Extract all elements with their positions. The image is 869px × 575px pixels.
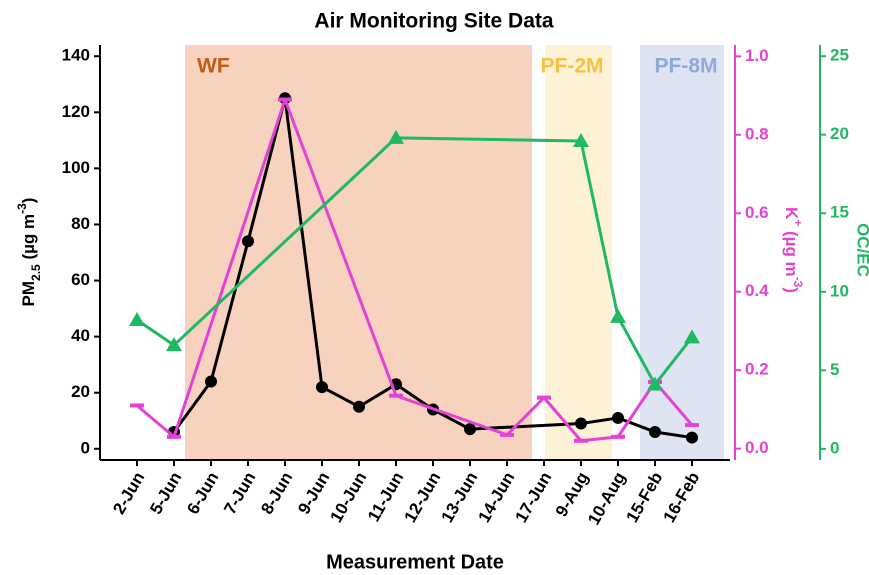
series-segment: [172, 99, 287, 438]
y3-axis-label: OC/EC: [854, 223, 869, 277]
marker: [464, 423, 476, 436]
x-tick-label: 9-Jun: [294, 469, 333, 518]
marker: [242, 235, 254, 248]
x-tick-label: 5-Jun: [146, 469, 185, 518]
series-segment: [321, 385, 360, 409]
marker: [573, 132, 589, 147]
y2ticks-label: 1.0: [745, 46, 769, 65]
x-tick-label: 17-Jun: [511, 469, 555, 526]
series-segment: [283, 98, 398, 397]
y2ticks-label: 0.0: [745, 438, 769, 457]
marker: [167, 434, 181, 439]
yticks-label: 0: [81, 438, 90, 457]
marker: [166, 337, 182, 352]
marker: [649, 425, 661, 438]
y2_label_parts: K+ (µg m-3): [782, 207, 805, 293]
marker: [129, 312, 145, 327]
x-tick-label: 10-Jun: [326, 469, 370, 526]
series-segment: [209, 240, 250, 382]
y2_label_parts-part: ): [782, 287, 801, 293]
series-segment: [172, 136, 398, 347]
x-tick-label: 7-Jun: [220, 469, 259, 518]
marker: [647, 376, 663, 391]
marker: [205, 375, 217, 388]
marker: [685, 423, 699, 428]
y_label_parts-part: (µg m: [19, 214, 38, 264]
y2_label_parts-part: -3: [791, 277, 805, 288]
y2ticks-label: 0.4: [745, 281, 769, 300]
y_label_parts-part: ): [19, 198, 38, 204]
marker: [278, 97, 292, 102]
region-label: PF-2M: [541, 55, 604, 78]
region-label: WF: [197, 55, 230, 78]
marker: [574, 438, 588, 443]
y3ticks-label: 20: [830, 124, 849, 143]
marker: [130, 403, 144, 408]
series-segment: [395, 394, 508, 437]
series-segment: [654, 430, 693, 440]
y2_label_parts-part: +: [791, 219, 805, 226]
y3ticks-label: 5: [830, 360, 839, 379]
y3ticks-label: 10: [830, 281, 849, 300]
series-segment: [172, 380, 213, 433]
marker: [316, 381, 328, 394]
x-tick-label: 9-Aug: [552, 469, 593, 520]
region-label: PF-8M: [655, 55, 718, 78]
region: [185, 45, 532, 460]
marker: [537, 395, 551, 400]
marker: [611, 434, 625, 439]
series-segment: [505, 396, 546, 436]
series-segment: [283, 98, 324, 388]
y3ticks-label: 25: [830, 46, 849, 65]
yticks-label: 20: [71, 382, 90, 401]
y_label_parts-part: 2.5: [29, 264, 43, 281]
series-segment: [617, 416, 656, 434]
y2ticks-label: 0.6: [745, 203, 769, 222]
series-segment: [432, 408, 471, 431]
yticks-label: 100: [62, 158, 90, 177]
series-segment: [579, 140, 620, 318]
y2_label_parts-part: (µg m: [782, 226, 801, 276]
yticks-label: 120: [62, 102, 90, 121]
y2ticks-label: 0.2: [745, 360, 769, 379]
y_label_parts-part: -3: [15, 203, 29, 214]
x-tick-label: 2-Jun: [109, 469, 148, 518]
marker: [686, 431, 698, 444]
yticks-label: 40: [71, 326, 90, 345]
marker: [353, 400, 365, 413]
series-segment: [653, 336, 694, 386]
marker: [610, 308, 626, 323]
marker: [388, 129, 404, 144]
region: [640, 45, 724, 460]
series-segment: [580, 416, 619, 426]
marker: [612, 411, 624, 424]
yticks-label: 60: [71, 270, 90, 289]
marker: [500, 432, 514, 437]
marker: [389, 393, 403, 398]
y3ticks-label: 0: [830, 438, 839, 457]
y_label_parts: PM2.5 (µg m-3): [15, 198, 43, 307]
x-tick-label: 6-Jun: [183, 469, 222, 518]
yticks-label: 140: [62, 46, 90, 65]
series-segment: [358, 383, 397, 409]
y3ticks-label: 15: [830, 203, 849, 222]
x-tick-label: 8-Jun: [257, 469, 296, 518]
series-segment: [542, 396, 583, 442]
series-segment: [616, 381, 657, 438]
x-axis-label: Measurement Date: [326, 551, 504, 573]
y2_label_parts-part: K: [782, 207, 801, 220]
chart-title: Air Monitoring Site Data: [314, 10, 553, 33]
x-tick-label: 16-Feb: [659, 469, 703, 526]
series-segment: [616, 316, 657, 386]
region: [545, 45, 612, 460]
series-segment: [136, 404, 175, 439]
yticks-label: 80: [71, 214, 90, 233]
marker: [684, 329, 700, 344]
marker: [575, 417, 587, 430]
y2ticks-label: 0.8: [745, 124, 769, 143]
series-segment: [395, 136, 582, 143]
y_label_parts-part: PM: [19, 281, 38, 307]
